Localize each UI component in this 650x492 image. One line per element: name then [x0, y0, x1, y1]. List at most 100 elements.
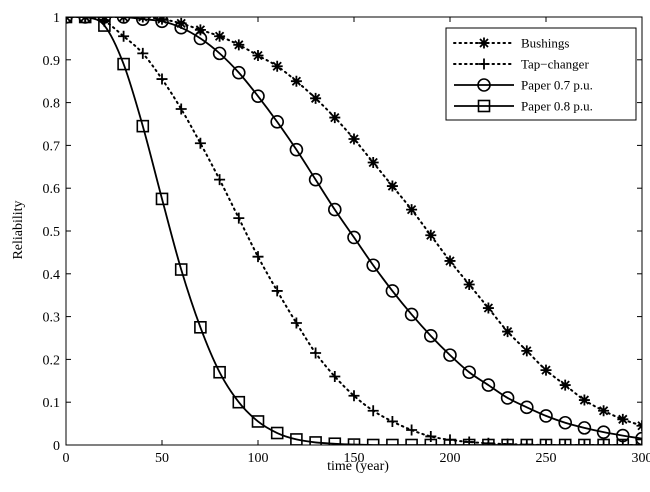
plot-area: [66, 17, 642, 445]
data-point-square: [309, 436, 322, 445]
x-tick-label: 50: [155, 451, 169, 466]
data-point-asterisk: [214, 30, 226, 42]
data-point-square: [539, 438, 553, 445]
data-point-asterisk: [348, 133, 360, 145]
data-point-asterisk: [559, 379, 571, 391]
data-point-asterisk: [175, 17, 187, 29]
data-point-square: [155, 192, 169, 206]
data-point-circle: [155, 17, 169, 29]
data-point-asterisk: [463, 279, 475, 290]
data-point-square: [558, 438, 572, 445]
data-point-circle: [289, 142, 304, 157]
data-point-asterisk: [271, 60, 283, 72]
data-point-asterisk: [329, 112, 341, 124]
data-point-plus: [329, 371, 341, 383]
data-point-square: [251, 415, 265, 428]
data-point-circle: [385, 284, 400, 298]
x-tick-label: 250: [536, 451, 557, 466]
data-point-plus: [175, 103, 187, 115]
data-point-asterisk: [367, 157, 379, 169]
data-point-circle: [212, 46, 227, 61]
y-tick-label: 0.5: [43, 225, 61, 240]
legend-label: Bushings: [521, 36, 569, 51]
data-point-asterisk: [502, 326, 514, 338]
data-point-square: [482, 438, 495, 445]
data-point-asterisk: [290, 75, 302, 87]
data-point-square: [328, 437, 342, 445]
data-point-plus: [214, 174, 226, 186]
data-point-plus: [559, 439, 571, 445]
data-point-square: [366, 438, 380, 445]
data-point-circle: [577, 421, 592, 435]
data-point-square: [117, 57, 130, 71]
data-point-asterisk: [598, 405, 610, 417]
data-point-circle: [519, 400, 534, 415]
data-point-plus: [367, 405, 379, 417]
data-point-plus: [233, 212, 245, 224]
legend-marker-square: [477, 99, 491, 113]
data-point-plus: [118, 30, 130, 42]
data-point-plus: [406, 424, 418, 436]
legend-marker-asterisk: [478, 37, 490, 49]
data-point-square: [194, 320, 207, 334]
data-point-circle: [136, 17, 150, 26]
data-point-plus: [463, 436, 475, 445]
data-point-circle: [481, 378, 496, 392]
data-point-square: [213, 365, 226, 379]
legend: Bushings Tap−changer Paper 0.7 p.u. Paper 0…: [445, 27, 637, 121]
y-tick-label: 0.9: [43, 54, 61, 69]
data-point-plus: [271, 285, 283, 297]
data-point-circle: [462, 365, 477, 380]
data-point-square: [424, 438, 438, 445]
data-point-circle: [232, 65, 246, 80]
y-axis-label: Reliability: [11, 200, 26, 259]
data-point-circle: [500, 391, 515, 405]
data-point-square: [232, 395, 246, 409]
data-point-asterisk: [406, 204, 418, 216]
data-point-plus: [598, 439, 610, 445]
data-point-circle: [366, 258, 381, 273]
data-point-circle: [443, 348, 457, 362]
x-tick-label: 150: [344, 451, 365, 466]
data-point-plus: [79, 17, 91, 23]
data-point-asterisk: [194, 24, 206, 36]
data-point-asterisk: [521, 345, 533, 357]
data-point-plus: [290, 317, 302, 329]
y-tick-label: 0.6: [43, 182, 61, 197]
data-point-square: [270, 426, 284, 440]
data-point-circle: [327, 202, 342, 217]
data-point-plus: [194, 137, 206, 149]
data-point-plus: [348, 390, 360, 402]
data-point-asterisk: [482, 302, 494, 314]
data-point-circle: [270, 115, 285, 129]
data-point-plus: [137, 47, 149, 59]
legend-marker-plus: [478, 58, 490, 70]
data-point-plus: [156, 73, 168, 85]
data-point-asterisk: [540, 364, 552, 376]
data-point-square: [98, 19, 111, 32]
x-axis-label: time (year): [327, 459, 389, 474]
data-point-asterisk: [444, 255, 456, 267]
x-tick-label: 0: [63, 451, 70, 466]
legend-label: Paper 0.7 p.u.: [521, 78, 593, 93]
data-point-square: [174, 263, 188, 276]
data-point-asterisk: [617, 413, 629, 425]
y-tick-label: 1: [53, 11, 60, 26]
data-point-square: [386, 438, 399, 445]
data-point-asterisk: [386, 180, 398, 192]
data-point-circle: [596, 425, 611, 439]
y-tick-label: 0: [53, 439, 60, 454]
data-point-square: [443, 438, 457, 445]
data-point-plus: [252, 251, 264, 263]
data-point-square: [78, 17, 92, 24]
data-point-circle: [97, 17, 112, 24]
data-point-plus: [578, 439, 590, 445]
data-point-square: [405, 438, 418, 445]
data-point-square: [597, 438, 610, 445]
data-point-circle: [347, 230, 361, 245]
y-tick-label: 0.1: [43, 396, 61, 411]
data-point-square: [616, 438, 630, 445]
data-point-square: [578, 438, 591, 445]
data-point-asterisk: [233, 39, 245, 51]
